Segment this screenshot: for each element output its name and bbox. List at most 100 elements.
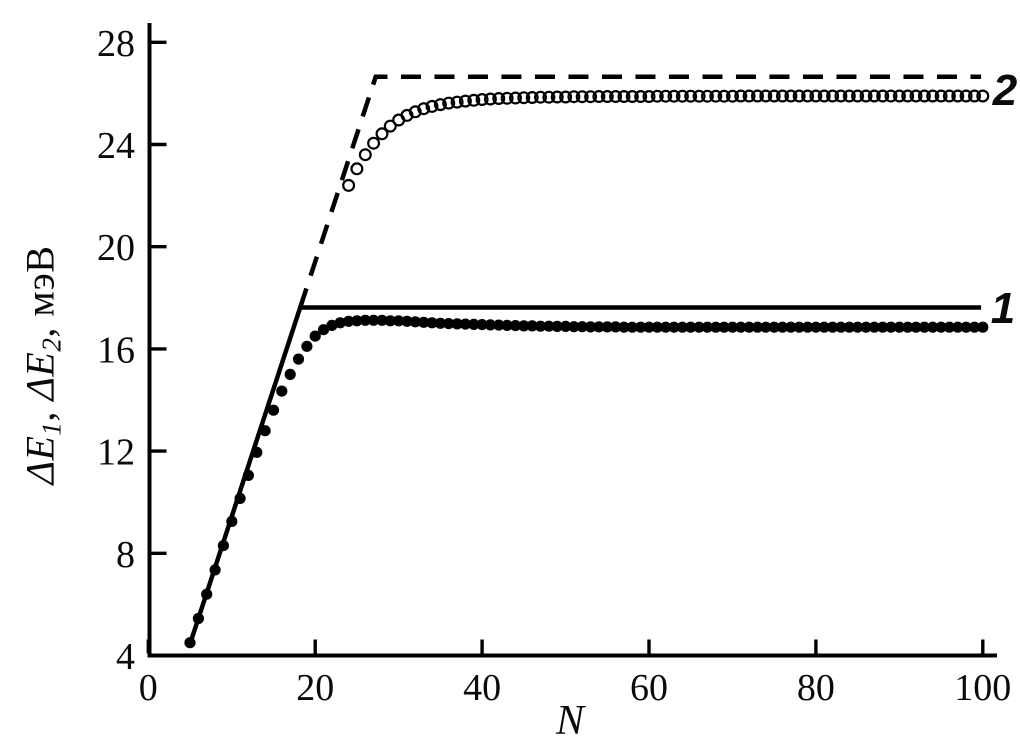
filled-circle (317, 324, 330, 336)
filled-circle (376, 314, 388, 326)
x-tick-label: 20 (296, 667, 334, 709)
filled-circle (818, 321, 830, 333)
open-circle (450, 95, 464, 109)
open-circle (859, 89, 873, 103)
series-2-limit-line (298, 74, 982, 309)
open-circle (775, 89, 789, 103)
open-circle (350, 162, 364, 176)
filled-circle (877, 321, 889, 333)
filled-circle (359, 314, 371, 326)
open-circle (634, 89, 648, 103)
open-circle (917, 89, 931, 103)
open-circle (942, 89, 956, 103)
filled-circle (827, 321, 839, 333)
filled-circle (309, 330, 321, 342)
open-circle (717, 89, 731, 103)
open-circle (734, 89, 748, 103)
open-circle (575, 90, 589, 104)
y-ticks: 4 8 12 16 20 24 28 (97, 23, 167, 678)
y-axis-label-sub1: 1 (36, 421, 67, 436)
filled-circle (259, 425, 271, 437)
open-circle (867, 89, 881, 103)
filled-circle (443, 318, 455, 330)
open-circle (483, 92, 497, 106)
filled-circle (726, 321, 739, 333)
open-circle (417, 102, 431, 116)
filled-circle (852, 321, 864, 333)
axes (147, 23, 997, 658)
open-circle (759, 89, 773, 103)
open-circle (842, 89, 856, 103)
open-circle (909, 89, 923, 103)
open-circle (550, 90, 564, 104)
series-1-limit-line (187, 305, 982, 645)
series-1-data-points (184, 314, 989, 649)
open-circle (851, 89, 865, 103)
filled-circle (802, 321, 814, 333)
open-circle (500, 91, 514, 105)
open-circle (358, 148, 372, 162)
open-circle (458, 94, 472, 108)
filled-circle (434, 317, 446, 329)
open-circle (750, 89, 764, 103)
filled-circle (593, 321, 605, 333)
filled-circle (768, 321, 780, 333)
open-circle (876, 89, 890, 103)
y-axis-label-unit: , мэВ (17, 245, 63, 338)
filled-circle (935, 321, 947, 333)
filled-circle (543, 320, 555, 332)
filled-circle (785, 321, 797, 333)
y-axis-label-e1: ΔE (17, 435, 63, 485)
y-tick-label: 12 (97, 432, 135, 474)
y-tick-label: 20 (97, 227, 135, 269)
filled-circle (960, 321, 972, 333)
open-circle (809, 89, 823, 103)
filled-circle (459, 318, 471, 330)
filled-circle (501, 319, 513, 331)
filled-circle (585, 321, 597, 333)
open-circle (650, 89, 664, 103)
filled-circle (201, 588, 213, 600)
open-circle (667, 89, 681, 103)
filled-circle (635, 321, 647, 333)
open-circle (784, 89, 798, 103)
filled-circle (234, 492, 246, 504)
filled-circle (292, 353, 305, 365)
open-circle (492, 91, 506, 105)
filled-circle (718, 321, 730, 333)
filled-circle (226, 515, 238, 528)
open-circle (951, 89, 965, 103)
open-circle (375, 127, 389, 141)
open-circle (425, 99, 439, 113)
filled-circle (409, 316, 421, 328)
filled-circle (927, 321, 939, 333)
filled-circle (484, 319, 496, 331)
open-circle (559, 90, 573, 104)
filled-circle (835, 321, 847, 333)
filled-circle (217, 540, 229, 552)
filled-circle (368, 314, 380, 326)
open-circle (642, 89, 656, 103)
filled-circle (418, 316, 430, 328)
filled-circle (426, 317, 438, 329)
open-circle (617, 89, 631, 103)
open-circle (367, 136, 381, 150)
curve-label-1: 1 (990, 284, 1016, 333)
open-circle (542, 90, 556, 104)
filled-circle (334, 317, 346, 329)
filled-circle (351, 315, 363, 327)
open-circle (525, 90, 539, 104)
open-circle (533, 90, 547, 104)
filled-circle (710, 321, 722, 333)
open-circle (792, 89, 806, 103)
filled-circle (451, 318, 463, 330)
filled-circle (568, 321, 580, 333)
open-circle (600, 89, 614, 103)
filled-circle (860, 321, 872, 333)
series-2-data-points (342, 89, 990, 192)
x-tick-label: 40 (463, 667, 501, 709)
x-tick-label: 80 (797, 667, 835, 709)
open-circle (709, 89, 723, 103)
